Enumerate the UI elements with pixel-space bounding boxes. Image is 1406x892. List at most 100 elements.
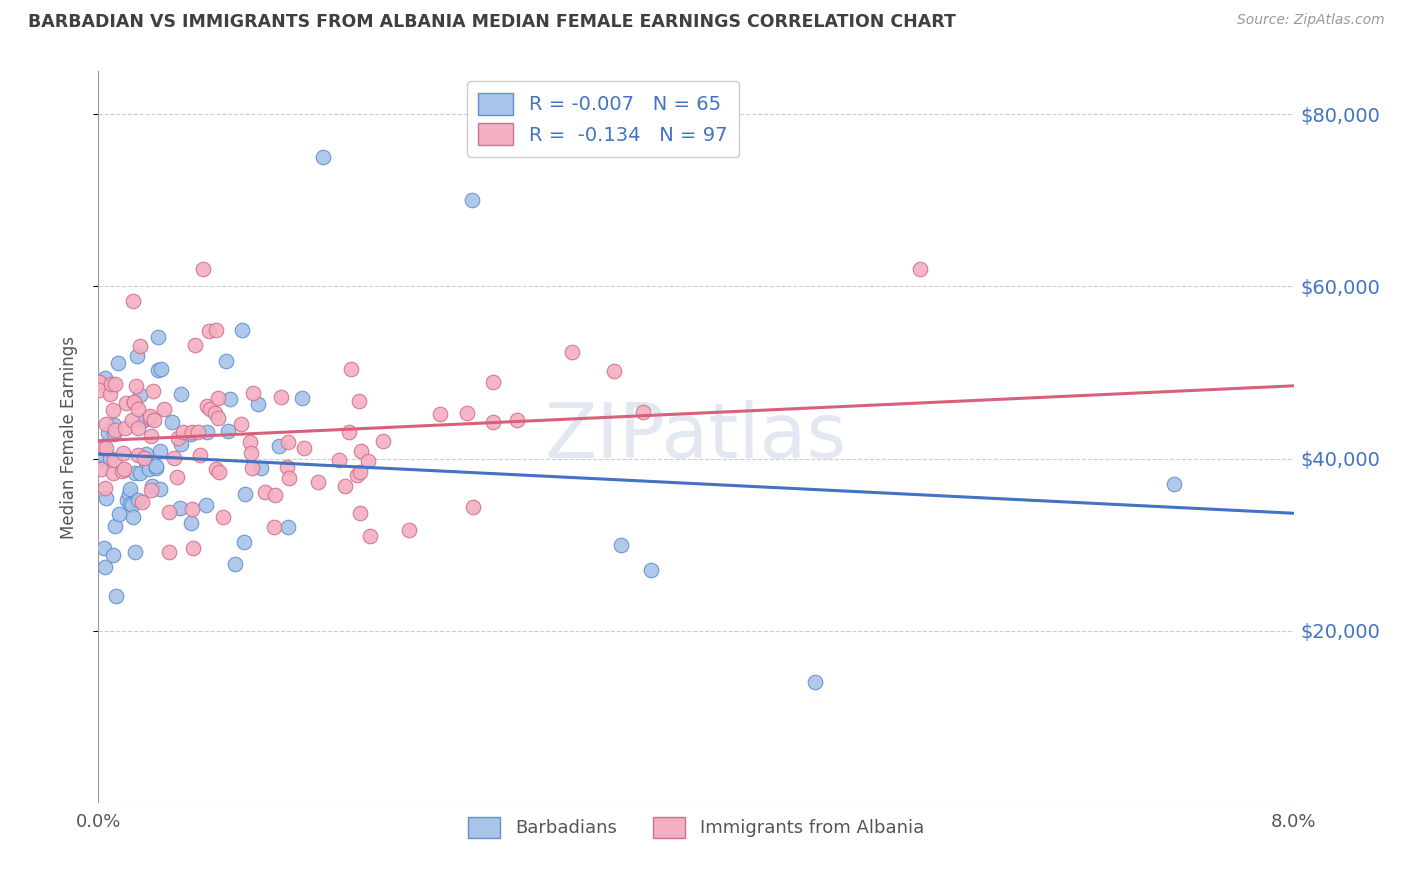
Point	[350, 443, 373, 458]
Point	[139, 409, 162, 424]
Point	[270, 390, 292, 404]
Point	[307, 475, 329, 489]
Point	[292, 441, 315, 455]
Point	[141, 428, 163, 442]
Point	[172, 425, 194, 439]
Point	[100, 376, 122, 391]
Point	[195, 399, 218, 413]
Point	[93, 560, 115, 574]
Point	[247, 397, 270, 411]
Point	[170, 437, 193, 451]
Point	[162, 450, 184, 465]
Point	[276, 460, 298, 475]
Point	[229, 417, 252, 431]
Point	[94, 371, 117, 385]
Point	[215, 354, 238, 368]
Point	[100, 387, 122, 401]
Point	[111, 464, 134, 478]
Point	[184, 338, 207, 352]
Point	[242, 385, 264, 400]
Point	[107, 356, 129, 370]
Point	[97, 426, 120, 441]
Point	[198, 324, 221, 338]
Y-axis label: Median Female Earnings: Median Female Earnings	[59, 335, 77, 539]
Point	[89, 384, 111, 398]
Point	[104, 518, 127, 533]
Point	[124, 466, 146, 480]
Point	[114, 462, 136, 476]
Point	[157, 505, 180, 519]
Point	[291, 391, 314, 405]
Point	[505, 413, 527, 427]
Point	[103, 466, 125, 480]
Point	[91, 441, 114, 455]
Point	[1163, 477, 1185, 491]
Point	[90, 462, 112, 476]
Point	[101, 403, 124, 417]
Point	[191, 262, 214, 277]
Point	[269, 439, 291, 453]
Point	[89, 376, 111, 390]
Point	[373, 434, 395, 449]
Point	[277, 519, 299, 533]
Point	[328, 453, 350, 467]
Point	[146, 329, 169, 343]
Legend: Barbadians, Immigrants from Albania: Barbadians, Immigrants from Albania	[461, 810, 931, 845]
Point	[93, 541, 115, 555]
Point	[166, 432, 188, 446]
Point	[188, 448, 211, 462]
Point	[132, 413, 155, 427]
Point	[346, 467, 368, 482]
Text: BARBADIAN VS IMMIGRANTS FROM ALBANIA MEDIAN FEMALE EARNINGS CORRELATION CHART: BARBADIAN VS IMMIGRANTS FROM ALBANIA MED…	[28, 13, 956, 31]
Point	[194, 498, 217, 512]
Point	[149, 483, 172, 497]
Point	[233, 487, 256, 501]
Point	[180, 427, 202, 442]
Point	[143, 413, 166, 427]
Point	[127, 421, 149, 435]
Point	[482, 375, 505, 389]
Point	[127, 493, 149, 508]
Point	[208, 465, 231, 479]
Point	[169, 500, 191, 515]
Point	[603, 364, 626, 378]
Text: Source: ZipAtlas.com: Source: ZipAtlas.com	[1237, 13, 1385, 28]
Point	[121, 498, 143, 512]
Point	[398, 523, 420, 537]
Point	[610, 538, 633, 552]
Point	[212, 509, 235, 524]
Point	[112, 446, 135, 460]
Point	[114, 396, 136, 410]
Point	[120, 497, 142, 511]
Point	[91, 452, 114, 467]
Point	[121, 293, 143, 308]
Point	[166, 469, 188, 483]
Point	[162, 415, 184, 429]
Point	[311, 150, 333, 164]
Point	[121, 413, 143, 427]
Point	[138, 462, 160, 476]
Point	[456, 406, 478, 420]
Point	[240, 446, 263, 460]
Point	[561, 344, 583, 359]
Point	[118, 487, 141, 501]
Point	[633, 405, 655, 419]
Point	[205, 462, 228, 476]
Point	[103, 427, 125, 442]
Point	[141, 384, 163, 399]
Point	[146, 363, 169, 377]
Point	[461, 500, 484, 515]
Point	[461, 194, 484, 208]
Point	[103, 452, 125, 467]
Point	[207, 391, 229, 405]
Point	[139, 410, 162, 425]
Point	[205, 323, 228, 337]
Point	[153, 401, 176, 416]
Point	[239, 434, 262, 449]
Point	[482, 415, 505, 429]
Point	[94, 481, 117, 495]
Point	[98, 450, 121, 465]
Point	[264, 488, 287, 502]
Point	[94, 491, 117, 506]
Point	[231, 323, 253, 337]
